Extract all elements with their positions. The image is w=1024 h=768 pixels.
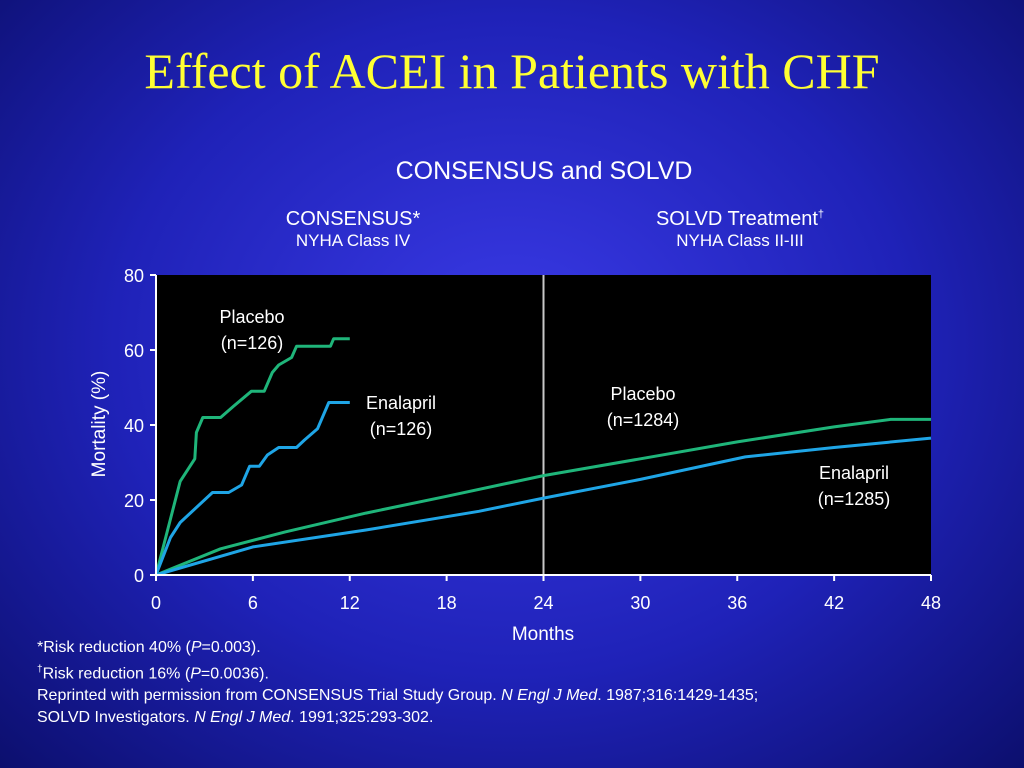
series-line-consensus-enalapril <box>154 401 350 576</box>
panel-consensus-header: CONSENSUS* NYHA Class IV <box>203 208 503 251</box>
series-line-consensus-placebo <box>154 337 350 576</box>
footnote-3-text: Reprinted with permission from CONSENSUS… <box>37 687 502 705</box>
panel-consensus-title: CONSENSUS* <box>285 208 421 230</box>
footnote-2: †Risk reduction 16% (P=0.0036). <box>37 659 758 685</box>
y-tick-label: 20 <box>124 491 144 511</box>
annotation-solvd-placebo-name: Placebo <box>610 384 675 404</box>
y-tick-label: 0 <box>134 566 144 586</box>
annotation-solvd-enalapril-n: (n=1285) <box>818 489 891 509</box>
x-axis-label: Months <box>512 624 574 645</box>
annotation-solvd-enalapril: Enalapril (n=1285) <box>818 463 891 509</box>
annotation-consensus-enalapril-n: (n=126) <box>370 419 433 439</box>
footnote-2-mark: † <box>37 664 43 675</box>
chart-subtitle: CONSENSUS and SOLVD <box>395 157 693 185</box>
panel-consensus-subtitle: NYHA Class IV <box>295 231 411 250</box>
x-tick-label: 48 <box>921 593 941 613</box>
y-tick-label: 40 <box>124 416 144 436</box>
slide-title: Effect of ACEI in Patients with CHF <box>144 43 880 99</box>
annotation-consensus-placebo: Placebo (n=126) <box>219 307 284 353</box>
dagger-mark: † <box>817 208 825 221</box>
panel-solvd-header: SOLVD Treatment† NYHA Class II-III <box>590 208 890 251</box>
footnote-4-rest: . 1991;325:293-302. <box>290 709 434 727</box>
annotation-consensus-enalapril-name: Enalapril <box>366 393 436 413</box>
x-tick-label: 36 <box>727 593 747 613</box>
x-tick-label: 12 <box>340 593 360 613</box>
footnote-1-text: *Risk reduction 40% ( <box>37 639 191 656</box>
x-tick-label: 6 <box>248 593 258 613</box>
footnote-3-rest: . 1987;316:1429-1435; <box>597 687 759 705</box>
footnote-1-rest: =0.003). <box>201 639 261 656</box>
annotation-solvd-placebo: Placebo (n=1284) <box>607 384 680 430</box>
annotation-solvd-enalapril-name: Enalapril <box>819 463 889 483</box>
footnote-3-journal: N Engl J Med <box>501 687 598 705</box>
footnote-1-p: P <box>190 639 202 656</box>
x-tick-label: 42 <box>824 593 844 613</box>
annotation-consensus-enalapril: Enalapril (n=126) <box>366 393 436 439</box>
footnote-2-p: P <box>190 665 201 683</box>
y-tick-label: 60 <box>124 341 144 361</box>
x-tick-label: 24 <box>533 593 553 613</box>
x-tick-label: 30 <box>630 593 650 613</box>
footnote-4-journal: N Engl J Med <box>194 709 291 727</box>
footnote-3: Reprinted with permission from CONSENSUS… <box>37 685 758 707</box>
footnote-4: SOLVD Investigators. N Engl J Med. 1991;… <box>37 707 758 729</box>
annotation-consensus-placebo-name: Placebo <box>219 307 284 327</box>
y-tick-label: 80 <box>124 266 144 286</box>
x-tick-label: 18 <box>437 593 457 613</box>
annotation-consensus-placebo-n: (n=126) <box>221 333 284 353</box>
annotation-solvd-placebo-n: (n=1284) <box>607 410 680 430</box>
y-axis-label: Mortality (%) <box>89 371 110 478</box>
series-line-solvd-enalapril <box>155 436 932 577</box>
panel-solvd-title: SOLVD Treatment <box>655 208 818 230</box>
x-tick-label: 0 <box>151 593 161 613</box>
footnote-2-text: Risk reduction 16% ( <box>42 665 191 683</box>
footnote-2-rest: =0.0036). <box>200 665 269 683</box>
series-line-solvd-placebo <box>155 417 931 577</box>
footnote-1: *Risk reduction 40% (P=0.003). <box>37 637 758 659</box>
footnotes: *Risk reduction 40% (P=0.003). †Risk red… <box>37 637 758 729</box>
footnote-4-text: SOLVD Investigators. <box>37 709 195 727</box>
panel-solvd-subtitle: NYHA Class II-III <box>676 231 804 250</box>
